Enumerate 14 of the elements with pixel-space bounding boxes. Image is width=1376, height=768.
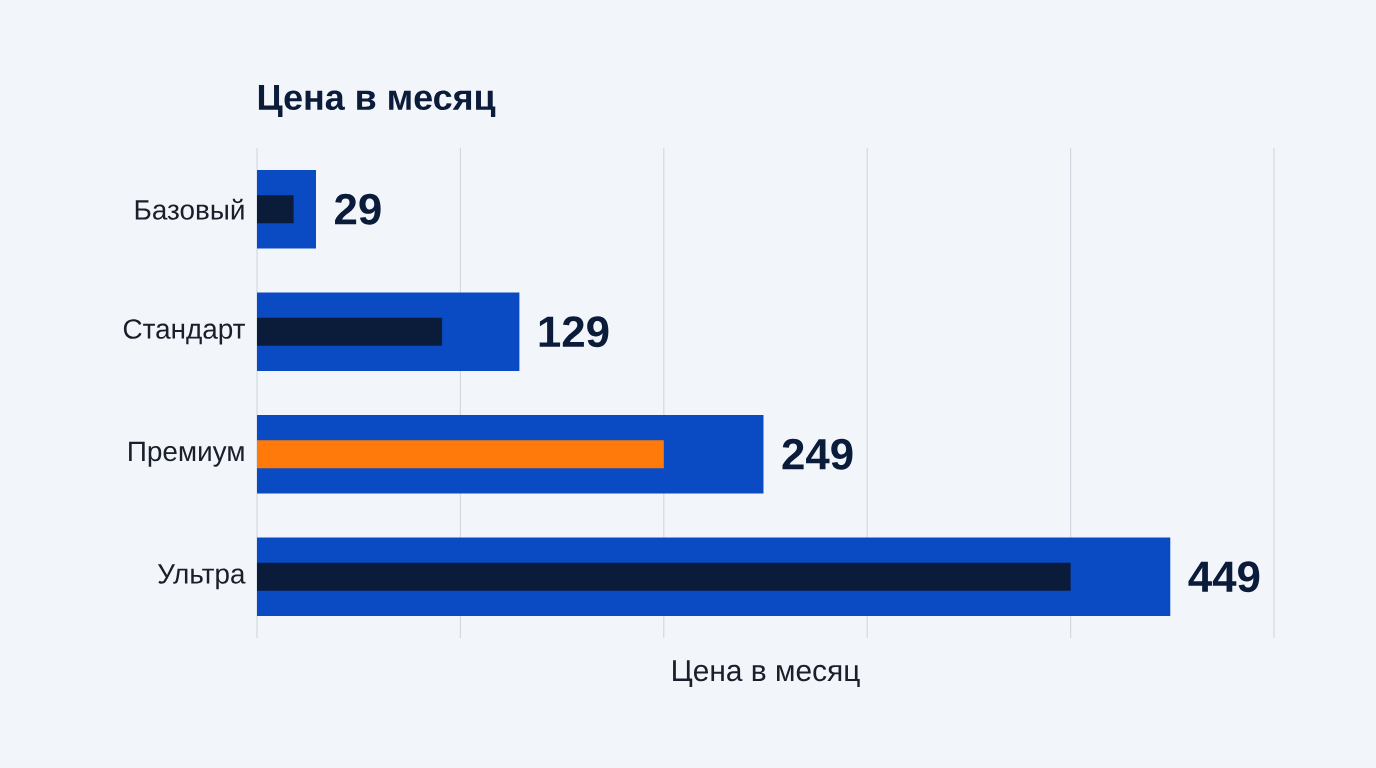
data-label: 29 xyxy=(335,193,381,225)
bar xyxy=(257,562,1071,591)
chart-title: Цена в месяц xyxy=(258,85,496,117)
x-axis-title: Цена в месяц xyxy=(673,660,860,687)
data-label: 249 xyxy=(782,438,853,470)
bar xyxy=(257,440,664,469)
y-tick-label: Ультра xyxy=(157,564,246,590)
y-tick-label: Премиум xyxy=(129,441,244,467)
bar xyxy=(257,195,294,224)
data-label: 449 xyxy=(1188,561,1260,593)
data-label: 129 xyxy=(539,316,609,348)
y-tick-label: Базовый xyxy=(135,198,244,220)
bar xyxy=(257,317,443,346)
y-tick-label: Стандарт xyxy=(123,319,245,345)
